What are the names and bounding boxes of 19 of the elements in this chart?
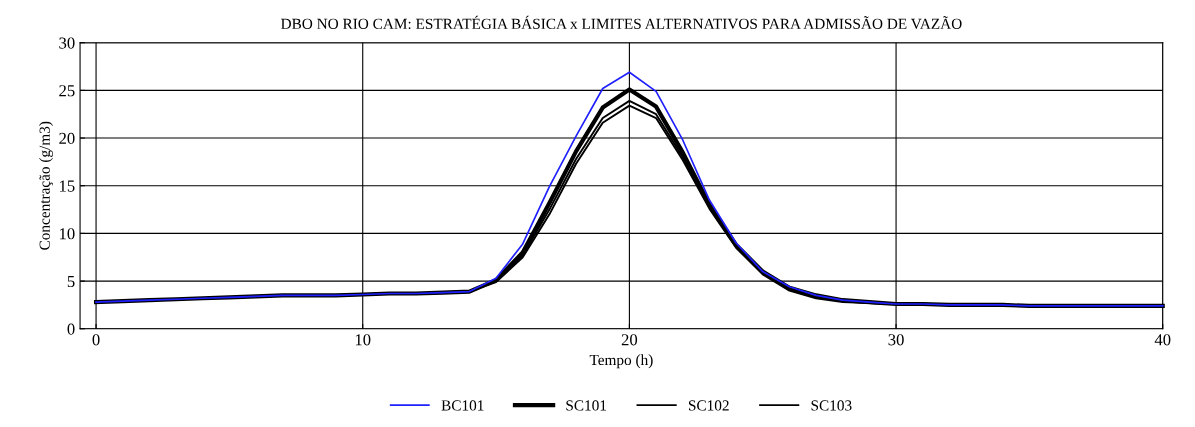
y-tick-label: 20	[59, 132, 75, 145]
legend-label: BC101	[441, 400, 484, 411]
x-tick-label: 0	[92, 334, 100, 346]
chart-title: DBO NO RIO CAM: ESTRATÉGIA BÁSICA x LIMITES ALTERNATIVOS PARA ADMISSÃO DE VAZÃO	[281, 15, 962, 30]
legend-label: SC103	[811, 400, 852, 411]
y-tick-label: 30	[59, 37, 75, 49]
y-tick-label: 10	[60, 228, 75, 240]
x-tick-label: 20	[621, 334, 638, 346]
y-tick-label: 5	[67, 275, 75, 288]
x-tick-label: 40	[1154, 334, 1171, 346]
x-axis-title: Tempo (h)	[589, 354, 653, 369]
y-axis-title: Concentração (g/m3)	[39, 121, 53, 250]
y-tick-label: 0	[67, 323, 75, 335]
y-tick-label: 15	[60, 180, 75, 192]
legend-label: SC102	[688, 400, 729, 411]
x-tick-label: 30	[888, 334, 904, 346]
y-tick-label: 25	[59, 85, 75, 97]
x-tick-label: 10	[355, 334, 371, 346]
legend-label: SC101	[566, 400, 607, 411]
